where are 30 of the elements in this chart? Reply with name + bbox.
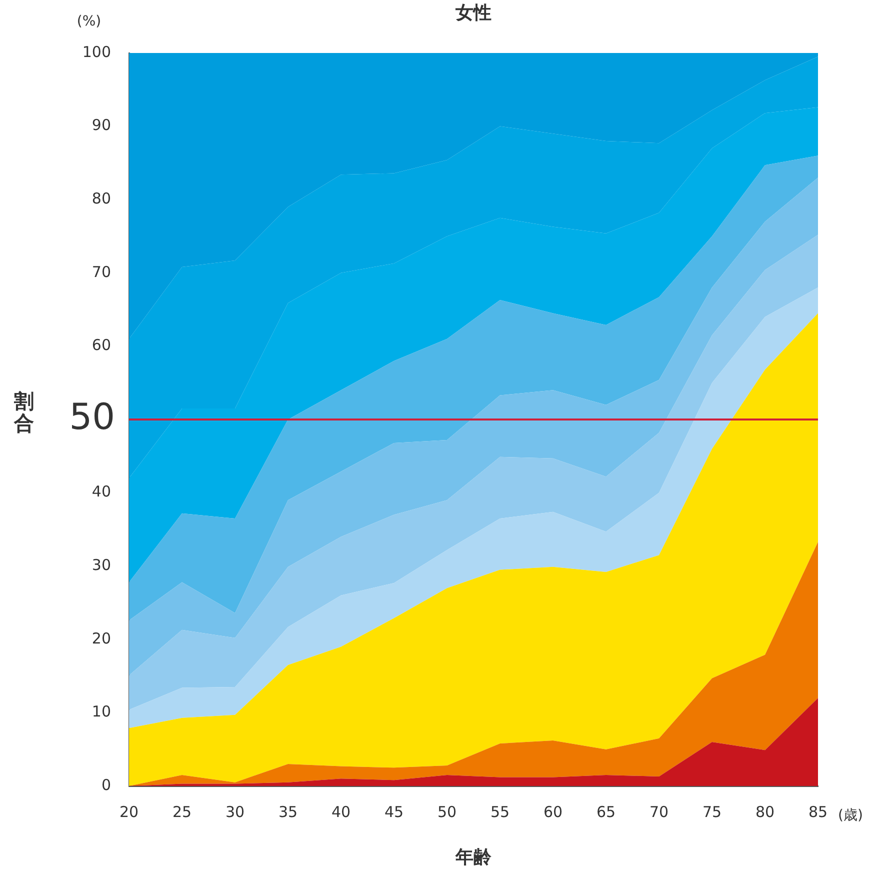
y-tick-label: 10 bbox=[92, 702, 111, 721]
x-tick-label: 50 bbox=[437, 802, 457, 821]
y-tick-label: 90 bbox=[92, 116, 111, 134]
y-tick-label: 20 bbox=[92, 629, 111, 648]
y-tick-label: 40 bbox=[92, 482, 111, 501]
ref-line-label: 50 bbox=[69, 396, 115, 438]
y-axis-title: 割合 bbox=[14, 389, 35, 435]
text: (歳) bbox=[838, 808, 863, 824]
chart-title: 女性 bbox=[454, 2, 492, 24]
x-tick-label: 60 bbox=[543, 802, 563, 821]
x-tick-label: 35 bbox=[278, 802, 298, 821]
y-tick-label: 0 bbox=[101, 776, 111, 794]
y-tick-label: 80 bbox=[92, 189, 111, 208]
x-tick-label: 85 bbox=[808, 802, 828, 821]
x-tick-label: 80 bbox=[755, 802, 775, 821]
x-tick-label: 25 bbox=[172, 802, 192, 821]
x-tick-label: 55 bbox=[490, 802, 510, 821]
y-tick-label: 60 bbox=[92, 336, 111, 354]
y-tick-label: 100 bbox=[82, 42, 111, 61]
y-tick-label: 70 bbox=[92, 262, 111, 281]
x-tick-label: 65 bbox=[596, 802, 616, 821]
x-tick-label: 75 bbox=[702, 802, 722, 821]
x-axis-title: 年齢 bbox=[454, 846, 492, 868]
x-tick-label: 30 bbox=[225, 802, 245, 821]
y-tick-label: 30 bbox=[92, 556, 111, 574]
x-tick-label: 45 bbox=[384, 802, 404, 821]
x-tick-label: 70 bbox=[649, 802, 669, 821]
text: (%) bbox=[76, 14, 102, 30]
x-tick-label: 20 bbox=[119, 802, 139, 821]
x-tick-label: 40 bbox=[331, 802, 351, 821]
